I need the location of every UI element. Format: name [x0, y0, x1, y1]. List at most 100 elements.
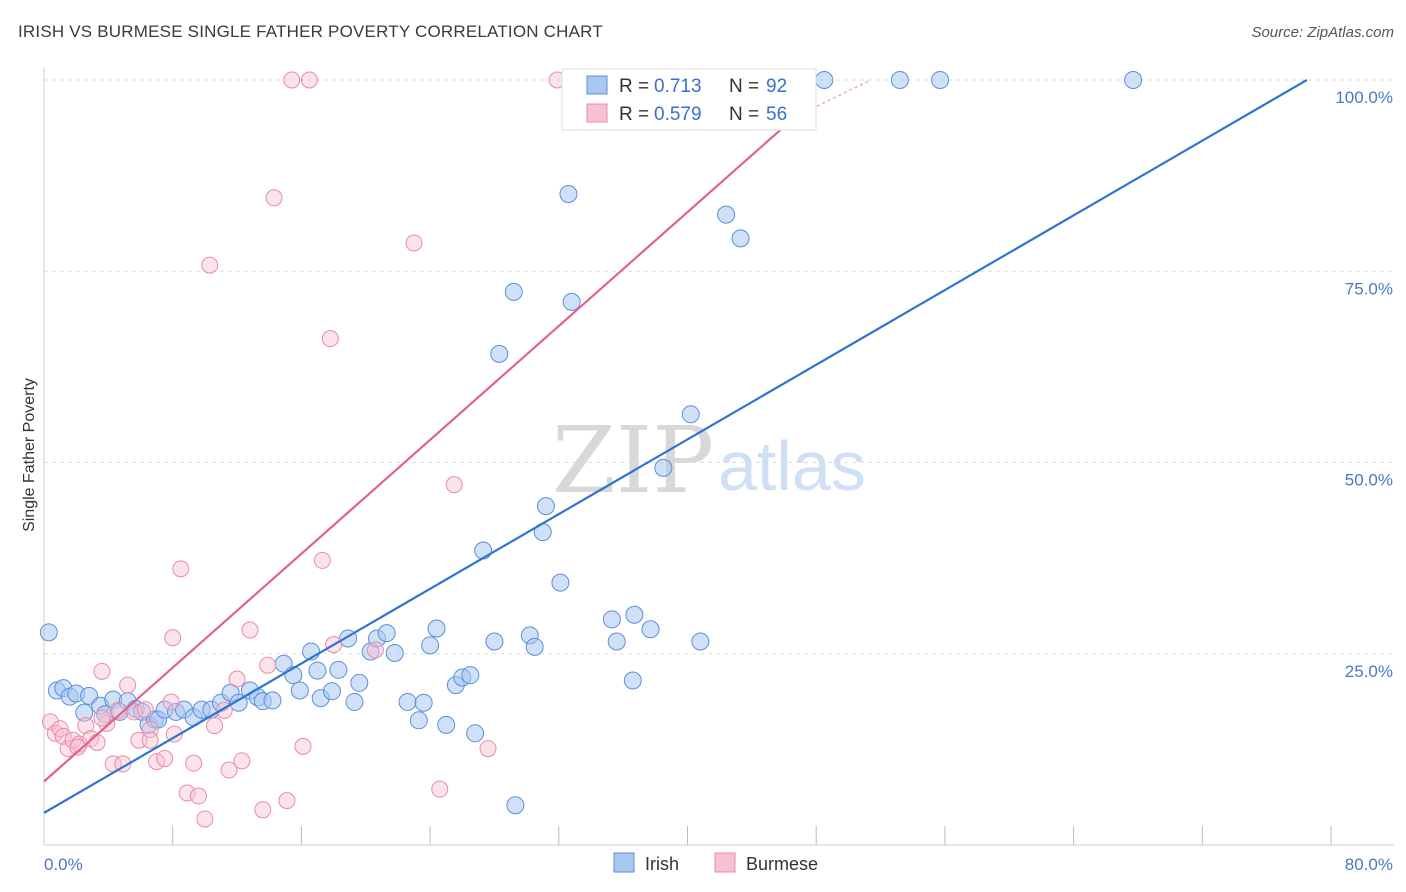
irish-point-36: [322, 682, 341, 701]
legend-burmese-n-value: 56: [766, 104, 787, 125]
irish-point-67: [602, 610, 621, 629]
burmese-point-47: [445, 476, 463, 494]
irish-point-66: [562, 292, 581, 311]
burmese-point-14: [114, 755, 132, 773]
burmese-point-16: [125, 703, 143, 721]
irish-point-61: [525, 637, 544, 656]
watermark-atlas: atlas: [718, 427, 866, 505]
y-axis-title: Single Father Poverty: [21, 378, 38, 532]
burmese-point-21: [156, 750, 174, 768]
burmese-point-28: [196, 810, 214, 828]
irish-point-58: [504, 282, 523, 301]
burmese-point-15: [119, 676, 137, 694]
legend-burmese-r-value: 0.579: [654, 104, 702, 125]
irish-point-45: [398, 692, 417, 711]
y-tick-label-0: 25.0%: [1345, 662, 1393, 681]
burmese-point-42: [321, 330, 339, 348]
burmese-point-40: [300, 71, 318, 89]
irish-point-39: [345, 692, 364, 711]
irish-point-68: [607, 632, 626, 651]
watermark-zip: ZIP: [552, 407, 714, 514]
burmese-point-22: [162, 693, 180, 711]
irish-point-70: [625, 605, 644, 624]
irish-point-56: [485, 632, 504, 651]
bottom-legend-irish-label: Irish: [645, 854, 679, 874]
irish-point-76: [731, 229, 750, 248]
legend: R = 0.713 N = 92 R = 0.579 N = 56: [561, 68, 817, 131]
legend-irish-n-label: N =: [729, 76, 759, 97]
burmese-point-25: [178, 784, 196, 802]
irish-point-40: [350, 673, 369, 692]
bottom-legend-irish-swatch: [613, 852, 635, 873]
grid-lines: [44, 79, 1394, 655]
irish-point-74: [691, 632, 710, 651]
irish-point-53: [461, 666, 480, 685]
irish-point-64: [551, 573, 570, 592]
burmese-point-10: [93, 662, 111, 680]
irish-point-46: [409, 711, 428, 730]
burmese-point-45: [405, 234, 423, 252]
irish-point-55: [474, 541, 493, 560]
irish-point-71: [641, 620, 660, 639]
burmese-point-38: [283, 71, 301, 89]
burmese-point-9: [88, 733, 106, 751]
burmese-point-50: [201, 256, 219, 274]
irish-point-57: [490, 344, 509, 363]
irish-point-54: [466, 724, 485, 743]
burmese-point-53: [141, 731, 159, 749]
burmese-point-23: [165, 725, 183, 743]
irish-point-72: [654, 458, 673, 477]
y-tick-label-1: 50.0%: [1345, 471, 1393, 490]
irish-point-77: [815, 71, 834, 89]
burmese-point-32: [233, 752, 251, 770]
burmese-point-54: [69, 738, 87, 756]
irish-point-29: [263, 691, 282, 710]
burmese-trend-line: [43, 115, 797, 783]
irish-point-32: [290, 681, 309, 700]
burmese-point-37: [278, 792, 296, 810]
irish-point-80: [1124, 71, 1143, 89]
burmese-point-55: [93, 709, 111, 727]
irish-point-65: [559, 184, 578, 203]
legend-irish-r-label: R =: [619, 76, 649, 97]
burmese-point-26: [185, 754, 203, 772]
irish-point-78: [890, 71, 909, 89]
legend-burmese-n-label: N =: [729, 104, 759, 125]
burmese-point-51: [228, 670, 246, 688]
legend-burmese-swatch: [586, 103, 608, 123]
bottom-legend-burmese-swatch: [714, 852, 736, 873]
irish-point-49: [427, 619, 446, 638]
burmese-point-52: [164, 629, 182, 647]
legend-irish-n-value: 92: [766, 76, 787, 97]
burmese-point-46: [431, 780, 449, 798]
legend-irish-swatch: [586, 75, 608, 95]
legend-irish-r-value: 0.713: [654, 76, 702, 97]
irish-point-37: [329, 660, 348, 679]
burmese-points: [41, 71, 566, 828]
irish-point-0: [39, 623, 58, 642]
burmese-point-11: [98, 714, 116, 732]
source-label: Source: ZipAtlas.com: [1251, 24, 1394, 41]
irish-point-48: [421, 636, 440, 655]
irish-point-75: [717, 205, 736, 224]
legend-burmese-r-label: R =: [619, 104, 649, 125]
irish-point-59: [506, 796, 525, 815]
irish-point-47: [414, 693, 433, 712]
burmese-point-34: [254, 801, 272, 819]
irish-point-73: [681, 405, 700, 424]
trend-lines: [43, 79, 1308, 814]
irish-point-5: [75, 703, 94, 722]
chart-title: IRISH VS BURMESE SINGLE FATHER POVERTY C…: [18, 22, 603, 41]
burmese-point-7: [77, 717, 95, 735]
irish-point-63: [536, 497, 555, 516]
irish-point-69: [623, 671, 642, 690]
bottom-legend-burmese-label: Burmese: [746, 854, 818, 874]
burmese-point-27: [189, 787, 207, 805]
burmese-point-18: [136, 701, 154, 719]
irish-trend-line: [43, 79, 1308, 814]
y-tick-label-3: 100.0%: [1335, 88, 1393, 107]
burmese-point-33: [241, 621, 259, 639]
burmese-point-31: [220, 761, 238, 779]
burmese-point-24: [172, 560, 190, 578]
